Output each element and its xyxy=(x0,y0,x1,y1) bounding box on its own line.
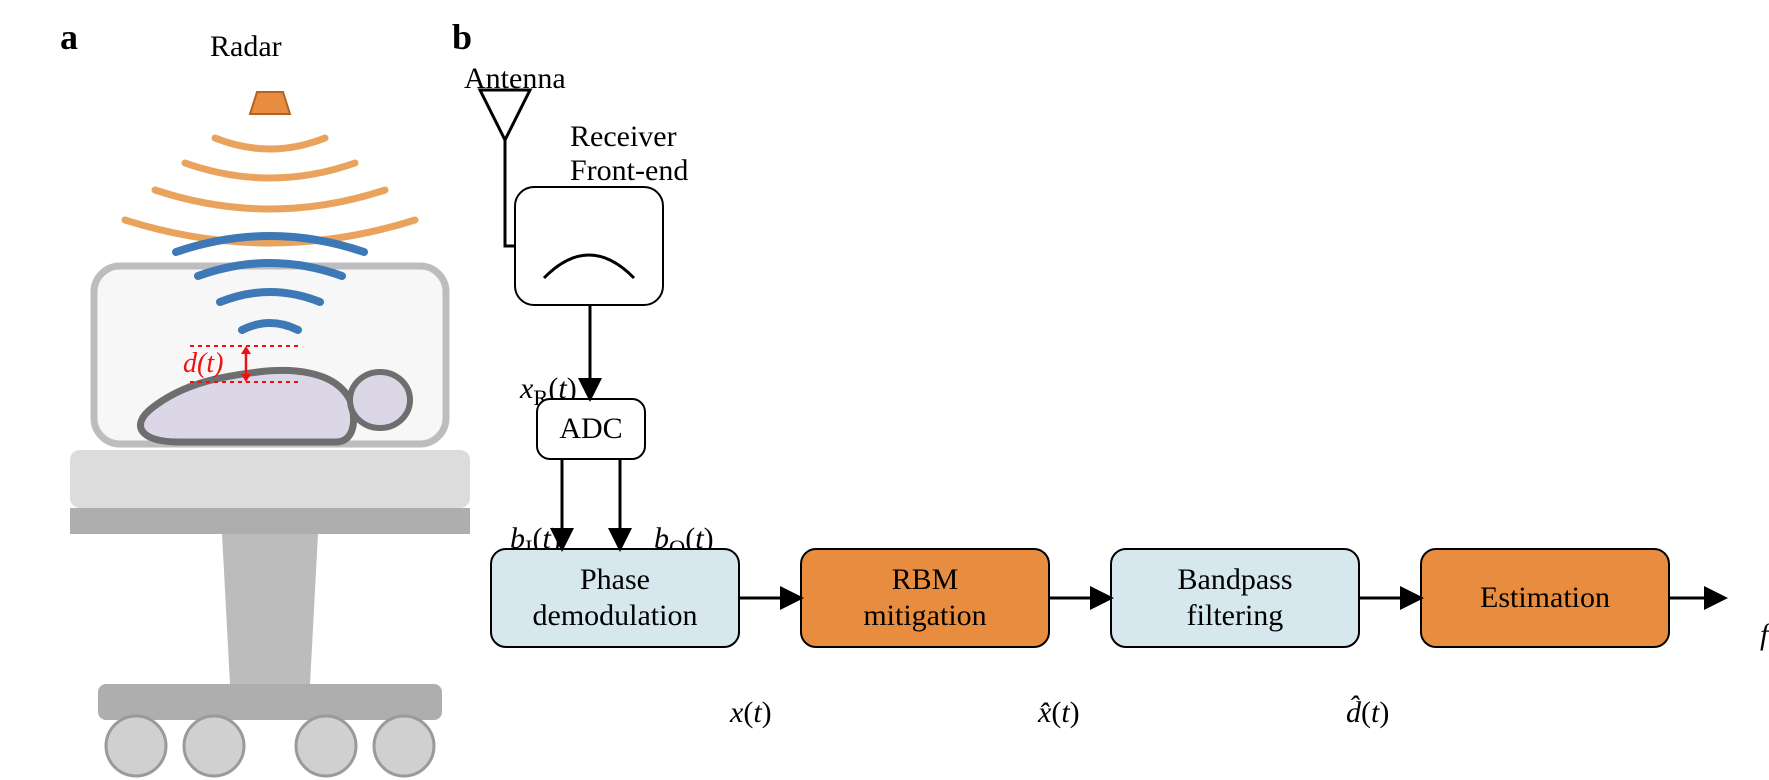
figure-root: a Radar d(t) b Antenna Receiver Front-en… xyxy=(0,0,1769,780)
panel-b-svg xyxy=(0,0,1769,780)
